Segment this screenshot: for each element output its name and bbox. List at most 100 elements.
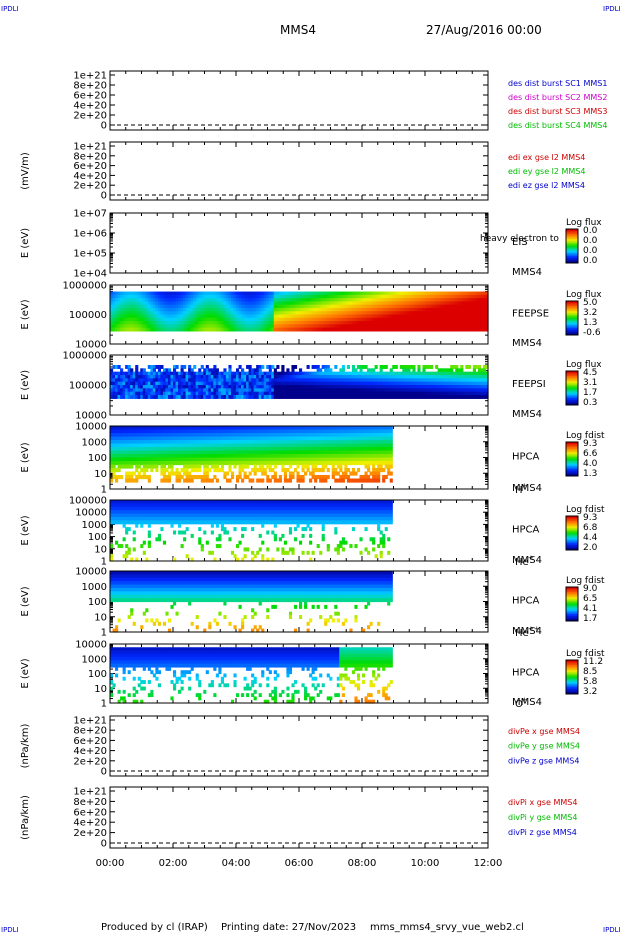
spectrogram-cell [256, 443, 260, 448]
spectrogram-cell [210, 321, 214, 325]
y-tick-label: 0 [101, 121, 107, 132]
spectrogram-cell [447, 301, 451, 306]
spectrogram-cell [173, 307, 177, 312]
spectrogram-cell [241, 426, 245, 431]
spectrogram-cell [334, 291, 338, 296]
spectrogram-cell [261, 304, 265, 309]
spectrogram-cell [152, 368, 156, 373]
spectrogram-cell [183, 324, 187, 329]
spectrogram-cell [210, 385, 214, 389]
spectrogram-cell [266, 440, 270, 445]
spectrogram-cell [183, 294, 187, 299]
spectrogram-cell [452, 307, 456, 312]
spectrogram-cell [223, 475, 227, 480]
spectrogram-cell [392, 371, 396, 376]
spectrogram-cell [155, 457, 159, 462]
spectrogram-cell [445, 314, 449, 319]
spectrogram-cell [422, 371, 426, 376]
spectrogram-cell [362, 317, 366, 322]
spectrogram-cell [122, 440, 126, 445]
spectrogram-cell [273, 450, 277, 455]
spectrogram-cell [286, 468, 290, 473]
spectrogram-cell [465, 298, 469, 302]
spectrogram-cell [246, 304, 250, 309]
spectrogram-cell [268, 468, 272, 473]
spectrogram-cell [341, 324, 345, 329]
spectrogram-cell [314, 454, 318, 459]
spectrogram-cell [140, 304, 144, 309]
spectrogram-cell [246, 301, 250, 306]
spectrogram-cell [291, 450, 295, 455]
spectrogram-cell [344, 327, 348, 332]
spectrogram-cell [440, 298, 444, 302]
spectrogram-cell [225, 461, 230, 466]
spectrogram-cell [301, 433, 305, 438]
spectrogram-cell [316, 391, 320, 396]
spectrogram-cell [455, 304, 459, 309]
spectrogram-cell [480, 317, 484, 322]
spectrogram-cell [316, 381, 320, 386]
spectrogram-cell [291, 447, 295, 452]
spectrogram-cell [412, 304, 416, 309]
spectrogram-cell [115, 478, 119, 483]
spectrogram-cell [485, 391, 489, 396]
spectrogram-cell [477, 298, 482, 302]
spectrogram-cell [198, 327, 202, 332]
spectrogram-cell [372, 324, 376, 329]
spectrogram-cell [326, 381, 330, 386]
spectrogram-cell [271, 294, 275, 299]
spectrogram-cell [241, 307, 245, 312]
spectrogram-cell [399, 294, 403, 299]
spectrogram-cell [316, 304, 320, 309]
spectrogram-cell [150, 378, 154, 383]
spectrogram-cell [447, 375, 451, 379]
spectrogram-cell [183, 307, 187, 312]
spectrogram-cell [223, 311, 227, 316]
spectrogram-cell [304, 433, 308, 438]
spectrogram-cell [157, 381, 161, 386]
spectrogram-cell [296, 464, 300, 469]
spectrogram-cell [140, 454, 144, 459]
spectrogram-cell [213, 391, 217, 396]
spectrogram-cell [145, 327, 149, 332]
spectrogram-cell [165, 381, 169, 386]
spectrogram-cell [485, 385, 489, 389]
spectrogram-cell [271, 461, 275, 466]
spectrogram-cell [309, 426, 313, 431]
spectrogram-cell [422, 298, 426, 302]
spectrogram-cell [402, 294, 406, 299]
spectrogram-cell [195, 433, 199, 438]
spectrogram-cell [110, 317, 114, 322]
spectrogram-cell [283, 298, 287, 302]
spectrogram-cell [304, 457, 308, 462]
colorbar-tick: 0.0 [583, 226, 598, 236]
spectrogram-cell [447, 395, 451, 399]
spectrogram-cell [258, 298, 262, 302]
spectrogram-cell [309, 395, 313, 399]
spectrogram-cell [339, 327, 343, 332]
spectrogram-cell [485, 304, 489, 309]
spectrogram-cell [243, 433, 247, 438]
spectrogram-cell [142, 368, 146, 373]
spectrogram-cell [208, 454, 212, 459]
spectrogram-cell [251, 429, 255, 434]
spectrogram-cell [185, 443, 189, 448]
spectrogram-cell [165, 450, 169, 455]
spectrogram-cell [321, 375, 325, 379]
spectrogram-cell [445, 385, 449, 389]
spectrogram-cell [409, 294, 413, 299]
colorbar-cell [566, 239, 578, 242]
spectrogram-cell [268, 307, 272, 312]
spectrogram-cell [208, 429, 212, 434]
spectrogram-cell [412, 294, 416, 299]
spectrogram-cell [427, 378, 431, 383]
spectrogram-cell [276, 321, 280, 325]
spectrogram-cell [157, 307, 161, 312]
spectrogram-cell [470, 327, 474, 332]
spectrogram-cell [442, 388, 446, 393]
spectrogram-cell [258, 426, 262, 431]
spectrogram-cell [122, 314, 126, 319]
spectrogram-cell [293, 426, 298, 431]
spectrogram-cell [286, 443, 290, 448]
spectrogram-cell [218, 291, 222, 296]
